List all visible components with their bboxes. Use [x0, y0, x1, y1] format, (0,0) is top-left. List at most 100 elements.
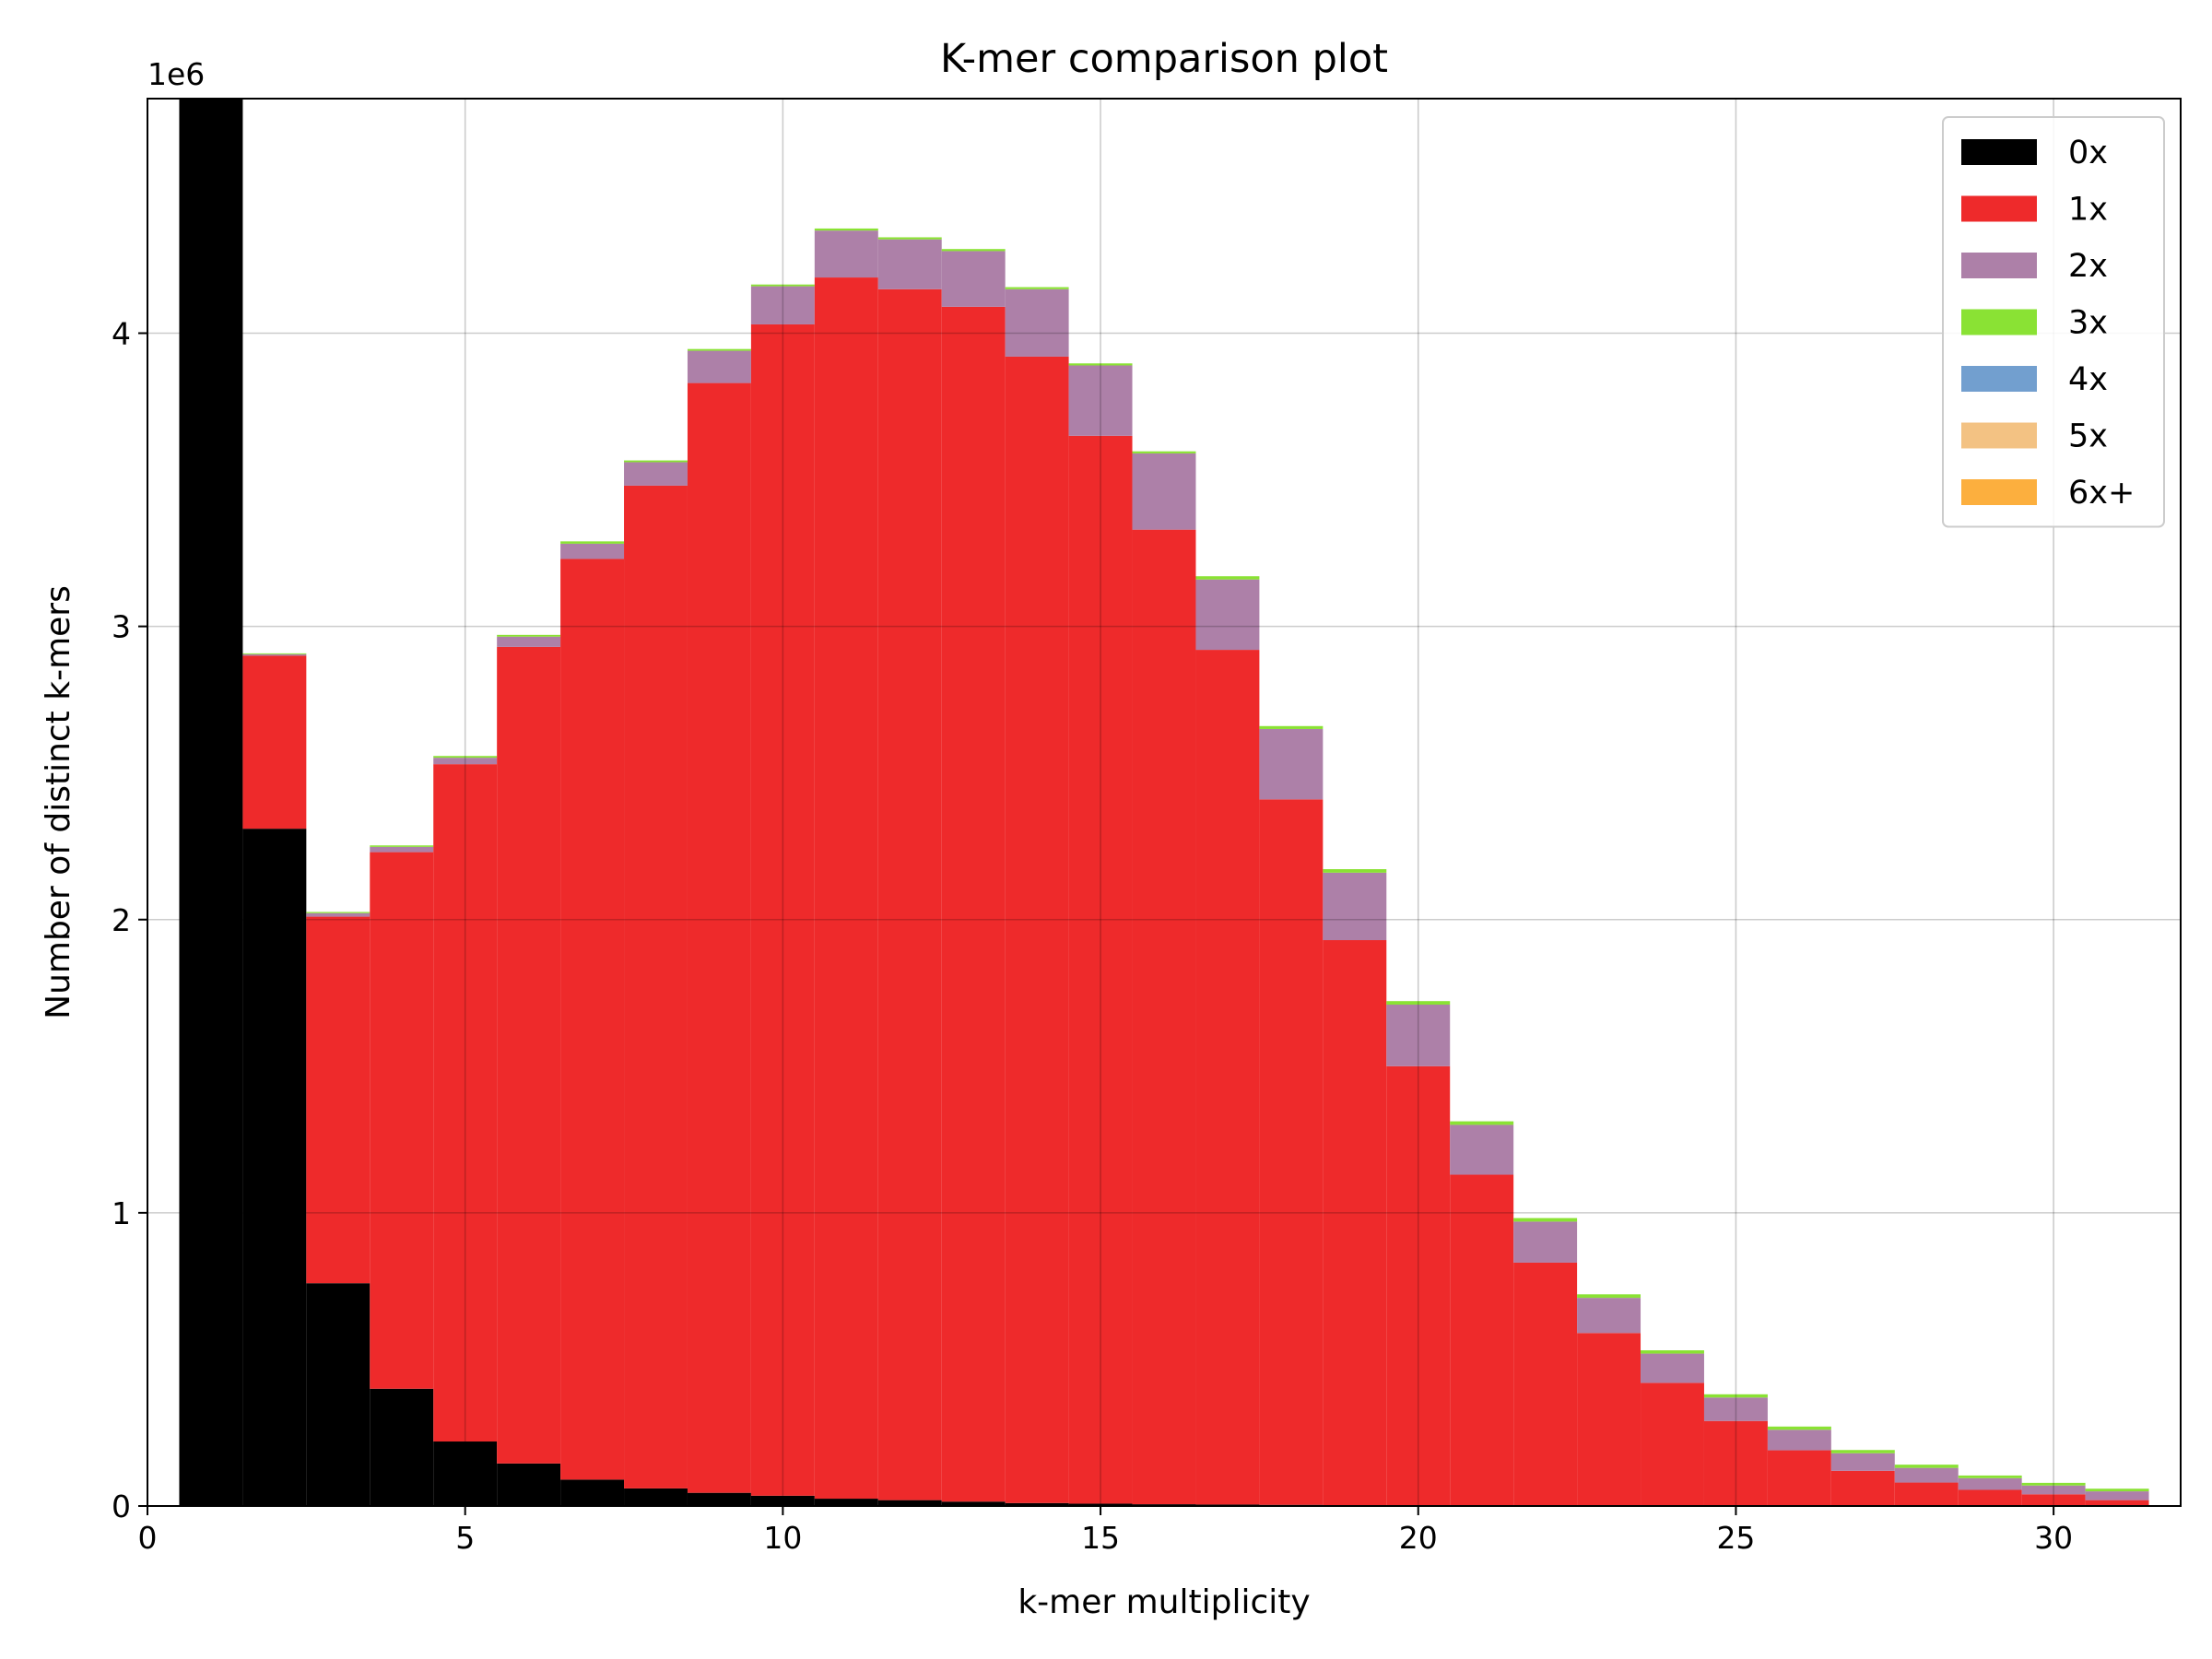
bar-2x-20 [1386, 1005, 1451, 1066]
bar-0x-8 [624, 1488, 688, 1506]
bar-2x-18 [1259, 728, 1324, 800]
legend-label-6x+: 6x+ [2068, 475, 2135, 512]
bar-0x-9 [687, 1492, 751, 1506]
plot-frame [147, 98, 2182, 1507]
legend-swatch-2x [1961, 253, 2037, 278]
x-tick-label: 20 [1399, 1520, 1438, 1556]
bar-3x-22 [1513, 1218, 1578, 1222]
bar-2x-10 [750, 286, 815, 324]
bar-3x-8 [624, 460, 688, 463]
bar-0x-6 [497, 1463, 561, 1506]
bar-1x-7 [560, 559, 625, 1480]
bar-2x-30 [2021, 1485, 2086, 1495]
bar-1x-8 [624, 485, 688, 1488]
y-tick-label: 4 [112, 316, 131, 352]
bar-1x-27 [1830, 1470, 1895, 1506]
bar-2x-15 [1068, 365, 1133, 436]
bar-1x-26 [1767, 1450, 1831, 1506]
legend-label-3x: 3x [2068, 305, 2108, 342]
bar-2x-11 [814, 230, 878, 278]
y-tick-label: 1 [112, 1195, 131, 1231]
bar-1x-5 [433, 764, 498, 1442]
bar-3x-2 [242, 653, 307, 654]
bar-2x-23 [1577, 1298, 1641, 1334]
bar-3x-13 [941, 249, 1006, 252]
legend-label-5x: 5x [2068, 418, 2108, 455]
bar-3x-31 [2085, 1488, 2149, 1492]
bar-2x-5 [433, 758, 498, 765]
legend-swatch-6x+ [1961, 479, 2037, 505]
bar-0x-14 [1005, 1502, 1069, 1506]
y-axis-title: Number of distinct k-mers [40, 585, 77, 1019]
chart-title: K-mer comparison plot [940, 36, 1388, 82]
bars-layer [179, 99, 2149, 1506]
bar-1x-19 [1323, 940, 1387, 1506]
bar-2x-25 [1703, 1397, 1768, 1421]
bar-2x-19 [1323, 872, 1387, 941]
bar-2x-6 [497, 636, 561, 647]
bar-3x-24 [1641, 1350, 1704, 1354]
bar-1x-20 [1386, 1065, 1451, 1506]
bar-2x-14 [1005, 288, 1069, 357]
bar-3x-4 [370, 845, 434, 847]
bar-1x-31 [2085, 1500, 2149, 1506]
bar-1x-6 [497, 646, 561, 1464]
x-tick-label: 30 [2034, 1520, 2073, 1556]
x-tick-label: 15 [1081, 1520, 1120, 1556]
bar-2x-27 [1830, 1453, 1895, 1471]
x-tick-label: 0 [138, 1520, 158, 1556]
bar-2x-28 [1894, 1467, 1959, 1483]
bar-1x-24 [1641, 1382, 1704, 1506]
bar-1x-3 [306, 916, 371, 1284]
bar-1x-18 [1259, 799, 1324, 1505]
bar-2x-4 [370, 846, 434, 853]
bar-1x-30 [2021, 1494, 2086, 1506]
bar-0x-13 [941, 1501, 1006, 1506]
y-tick-label: 0 [112, 1488, 131, 1524]
bar-3x-9 [687, 348, 751, 351]
y-tick-label: 2 [112, 902, 131, 938]
bar-2x-8 [624, 462, 688, 486]
x-axis-title: k-mer multiplicity [1018, 1583, 1310, 1621]
bar-3x-10 [750, 284, 815, 287]
bar-1x-22 [1513, 1262, 1578, 1506]
bar-0x-15 [1068, 1503, 1133, 1506]
bar-0x-1 [179, 99, 243, 1506]
y-tick-label: 3 [112, 609, 131, 645]
bar-2x-2 [242, 653, 307, 656]
x-axis: 0 5 10 15 20 25 30 [138, 1506, 2073, 1556]
legend-label-0x: 0x [2068, 135, 2108, 171]
bar-1x-28 [1894, 1482, 1959, 1506]
bar-3x-6 [497, 634, 561, 637]
bar-2x-22 [1513, 1221, 1578, 1263]
legend-swatch-3x [1961, 309, 2037, 335]
bar-1x-12 [877, 288, 942, 1500]
bar-2x-3 [306, 912, 371, 917]
bar-1x-9 [687, 382, 751, 1493]
legend-swatch-5x [1961, 422, 2037, 449]
legend: 0x 1x 2x 3x 4x 5x 6x+ [1942, 116, 2165, 528]
bar-0x-3 [306, 1283, 371, 1506]
bar-3x-7 [560, 541, 625, 544]
bar-1x-15 [1068, 435, 1133, 1504]
bar-1x-11 [814, 277, 878, 1500]
bar-2x-12 [877, 239, 942, 289]
bar-3x-5 [433, 756, 498, 759]
bar-0x-2 [242, 829, 307, 1506]
legend-swatch-0x [1961, 139, 2037, 165]
bar-3x-25 [1703, 1394, 1768, 1398]
bar-2x-13 [941, 251, 1006, 307]
bar-1x-29 [1958, 1489, 2022, 1506]
bar-3x-17 [1195, 576, 1260, 580]
y-scale-label: 1e6 [147, 56, 205, 92]
bar-3x-28 [1894, 1465, 1959, 1468]
legend-label-4x: 4x [2068, 361, 2108, 398]
grid-layer [147, 99, 2181, 1507]
bar-0x-10 [750, 1495, 815, 1506]
legend-swatch-4x [1961, 366, 2037, 392]
bar-2x-16 [1132, 453, 1196, 530]
bar-1x-16 [1132, 529, 1196, 1505]
bar-1x-4 [370, 852, 434, 1389]
x-tick-label: 10 [763, 1520, 802, 1556]
bar-3x-19 [1323, 869, 1387, 873]
